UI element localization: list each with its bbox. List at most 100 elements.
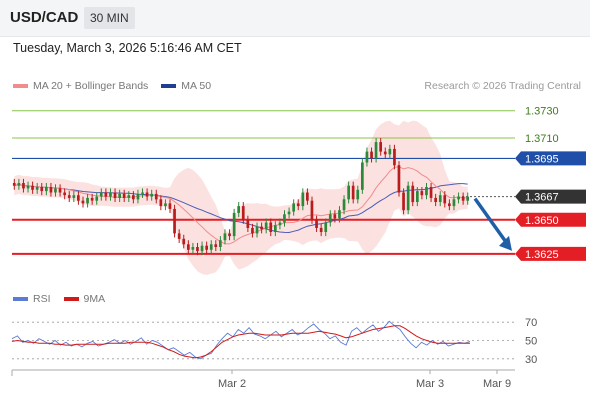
rsi-legend: RSI 9MA (13, 293, 118, 305)
candle-body (205, 245, 208, 250)
candle-body (319, 227, 323, 232)
candle-body (49, 187, 53, 193)
candle-body (164, 203, 167, 207)
candle-body (118, 193, 121, 198)
timeframe-badge[interactable]: 30 MIN (84, 7, 135, 29)
legend-rsi-swatch (13, 297, 28, 301)
candle-body (255, 226, 259, 234)
time-label-Mar 2: Mar 2 (218, 378, 246, 390)
candle-body (104, 192, 108, 197)
candle-body (361, 162, 364, 190)
candle-body (22, 183, 25, 189)
candle-body (420, 191, 424, 196)
candle-body (328, 214, 332, 223)
candle-body (461, 196, 465, 201)
level-label-1.3730: 1.3730 (525, 106, 559, 118)
candle-body (12, 183, 16, 186)
legend-9ma-label: 9MA (83, 293, 106, 305)
candle-body (31, 185, 34, 190)
candle-body (301, 192, 305, 207)
candle-body (122, 193, 126, 198)
candle-body (448, 203, 451, 207)
candle-body (264, 222, 268, 230)
candle-body (219, 240, 222, 247)
candle-body (251, 227, 254, 234)
candle-body (40, 187, 44, 192)
legend-ma20-label: MA 20 + Bollinger Bands (33, 80, 149, 92)
candle-body (109, 192, 112, 197)
candle-body (278, 222, 282, 226)
rsi-tick-30: 30 (525, 354, 537, 366)
candle-body (67, 195, 71, 198)
chart-header: USD/CAD 30 MIN (0, 0, 590, 37)
legend-9ma: 9MA (63, 293, 106, 305)
level-tag-1.3695 (515, 151, 586, 166)
candle-body (342, 199, 346, 211)
legend-ma50-swatch (161, 84, 177, 88)
legend-rsi: RSI (13, 293, 51, 305)
candle-body (443, 195, 447, 204)
candle-body (434, 197, 437, 202)
candle-body (177, 233, 181, 239)
candle-body (315, 219, 318, 228)
candle-body (416, 191, 419, 202)
candle-body (292, 203, 295, 212)
level-label-1.3650: 1.3650 (525, 215, 559, 227)
candle-body (347, 185, 350, 200)
level-tag-1.3650 (515, 212, 586, 227)
candle-body (81, 200, 85, 204)
candle-body (411, 185, 415, 203)
credit-text: Research © 2026 Trading Central (424, 80, 581, 92)
candle-body (466, 196, 469, 201)
timestamp: Tuesday, March 3, 2026 5:16:46 AM CET (13, 41, 242, 55)
candle-body (86, 197, 89, 204)
legend-9ma-swatch (63, 297, 79, 301)
candle-body (63, 192, 66, 196)
ma20-line (14, 166, 468, 245)
candle-body (351, 185, 355, 200)
candle-body (17, 183, 21, 186)
candle-body (150, 193, 153, 197)
candle-body (159, 199, 163, 207)
candle-body (283, 214, 286, 223)
candle-body (269, 222, 273, 232)
level-tag-1.3667 (515, 189, 586, 204)
candle-body (333, 214, 337, 219)
candle-body (397, 165, 401, 193)
candle-body (241, 206, 245, 220)
rsi-ma-line (11, 325, 470, 359)
candle-body (232, 212, 236, 237)
level-label-1.3710: 1.3710 (525, 133, 559, 145)
candle-body (113, 192, 117, 198)
candle-body (209, 244, 213, 250)
candle-body (214, 244, 218, 247)
candle-body (58, 188, 62, 193)
candle-body (374, 142, 378, 159)
level-label-1.3625: 1.3625 (525, 249, 559, 261)
rsi-tick-50: 50 (525, 336, 537, 348)
candle-body (296, 203, 300, 207)
candle-body (310, 200, 314, 220)
candle-body (35, 187, 39, 190)
candle-body (438, 195, 442, 202)
candle-body (406, 185, 410, 211)
candle-body (99, 192, 103, 197)
candle-body (26, 185, 30, 189)
candle-body (141, 192, 144, 194)
candle-body (182, 238, 186, 245)
price-legend: MA 20 + Bollinger Bands MA 50 (13, 80, 224, 92)
candle-body (365, 151, 369, 163)
candle-body (173, 208, 176, 234)
candle-body (154, 193, 158, 200)
candle-body (77, 195, 80, 201)
candle-body (191, 247, 195, 250)
candle-body (90, 197, 94, 201)
level-label-1.3667: 1.3667 (525, 192, 559, 204)
legend-ma20: MA 20 + Bollinger Bands (13, 80, 148, 92)
candle-body (287, 211, 291, 215)
level-tag-1.3625 (515, 246, 586, 261)
forecast-arrow-head (499, 235, 512, 251)
rsi-line (11, 320, 471, 360)
candle-body (393, 148, 396, 166)
